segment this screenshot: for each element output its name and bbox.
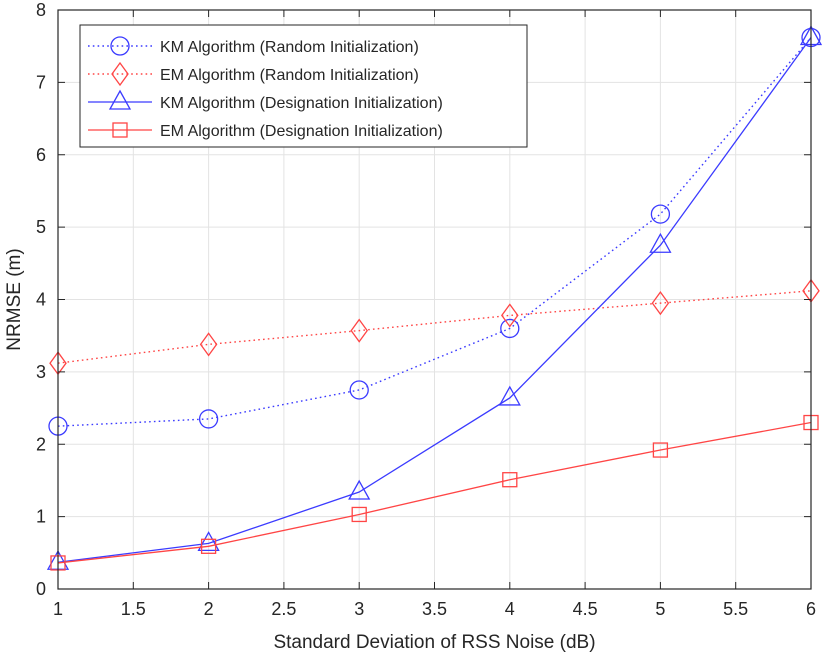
series-1-point (349, 380, 369, 400)
series-4-point (200, 538, 217, 554)
series-4-line (57, 421, 812, 564)
series-1-point (500, 318, 520, 339)
x-tick-label: 2 (204, 599, 214, 619)
series-4-point (652, 442, 669, 458)
legend-label-2: EM Algorithm (Random Initialization) (160, 67, 419, 84)
series-2-point (651, 291, 670, 316)
y-tick-label: 3 (36, 362, 46, 382)
legend-marker-3 (108, 89, 132, 110)
y-tick-label: 7 (36, 72, 46, 92)
legend-label-4: EM Algorithm (Designation Initialization… (160, 123, 443, 140)
x-tick-label: 5 (655, 599, 665, 619)
series-3-point (649, 232, 672, 253)
x-tick-label: 2.5 (271, 599, 296, 619)
x-tick-label: 3 (354, 599, 364, 619)
series-4-point (502, 472, 518, 488)
legend-box (79, 24, 528, 148)
series-3-point (197, 531, 220, 552)
y-tick-label: 4 (36, 290, 46, 310)
series-2-point (500, 303, 519, 328)
x-tick-label: 1 (53, 599, 63, 619)
y-tick-label: 0 (36, 579, 46, 599)
y-tick-label: 5 (36, 217, 46, 237)
y-axis-label: NRMSE (m) (4, 248, 25, 350)
x-axis-label: Standard Deviation of RSS Noise (dB) (273, 632, 595, 653)
x-tick-label: 3.5 (422, 599, 447, 619)
legend-item-4: EM Algorithm (Designation Initialization… (88, 122, 443, 140)
series-3-point (498, 385, 521, 406)
series-2-point (199, 332, 218, 357)
series-1-point (198, 409, 219, 429)
legend: KM Algorithm (Random Initialization) EM A… (79, 24, 528, 148)
legend-marker-4 (112, 122, 128, 138)
series-2-point (350, 318, 369, 343)
x-tick-label: 4 (505, 599, 515, 619)
legend-item-1: KM Algorithm (Random Initialization) (88, 36, 419, 56)
x-tick-label: 1.5 (121, 599, 146, 619)
series-1-point (650, 204, 671, 224)
series-3-line (57, 37, 812, 563)
legend-label-3: KM Algorithm (Designation Initialization… (160, 95, 443, 112)
series-4-point (351, 506, 367, 523)
legend-marker-1 (110, 36, 130, 56)
series-layer (46, 25, 823, 571)
y-tick-label: 6 (36, 145, 46, 165)
legend-label-1: KM Algorithm (Random Initialization) (160, 39, 419, 56)
series-1-line (57, 37, 812, 427)
x-tick-label: 6 (806, 599, 816, 619)
legend-item-2: EM Algorithm (Random Initialization) (88, 61, 419, 87)
series-3-point (348, 479, 371, 500)
y-tick-label: 8 (36, 0, 46, 20)
x-tick-label: 5.5 (723, 599, 748, 619)
y-tick-label: 1 (36, 507, 46, 527)
y-tick-label: 2 (36, 434, 46, 454)
x-tick-label: 4.5 (573, 599, 598, 619)
legend-marker-2 (111, 61, 129, 87)
legend-item-3: KM Algorithm (Designation Initialization… (88, 89, 443, 112)
